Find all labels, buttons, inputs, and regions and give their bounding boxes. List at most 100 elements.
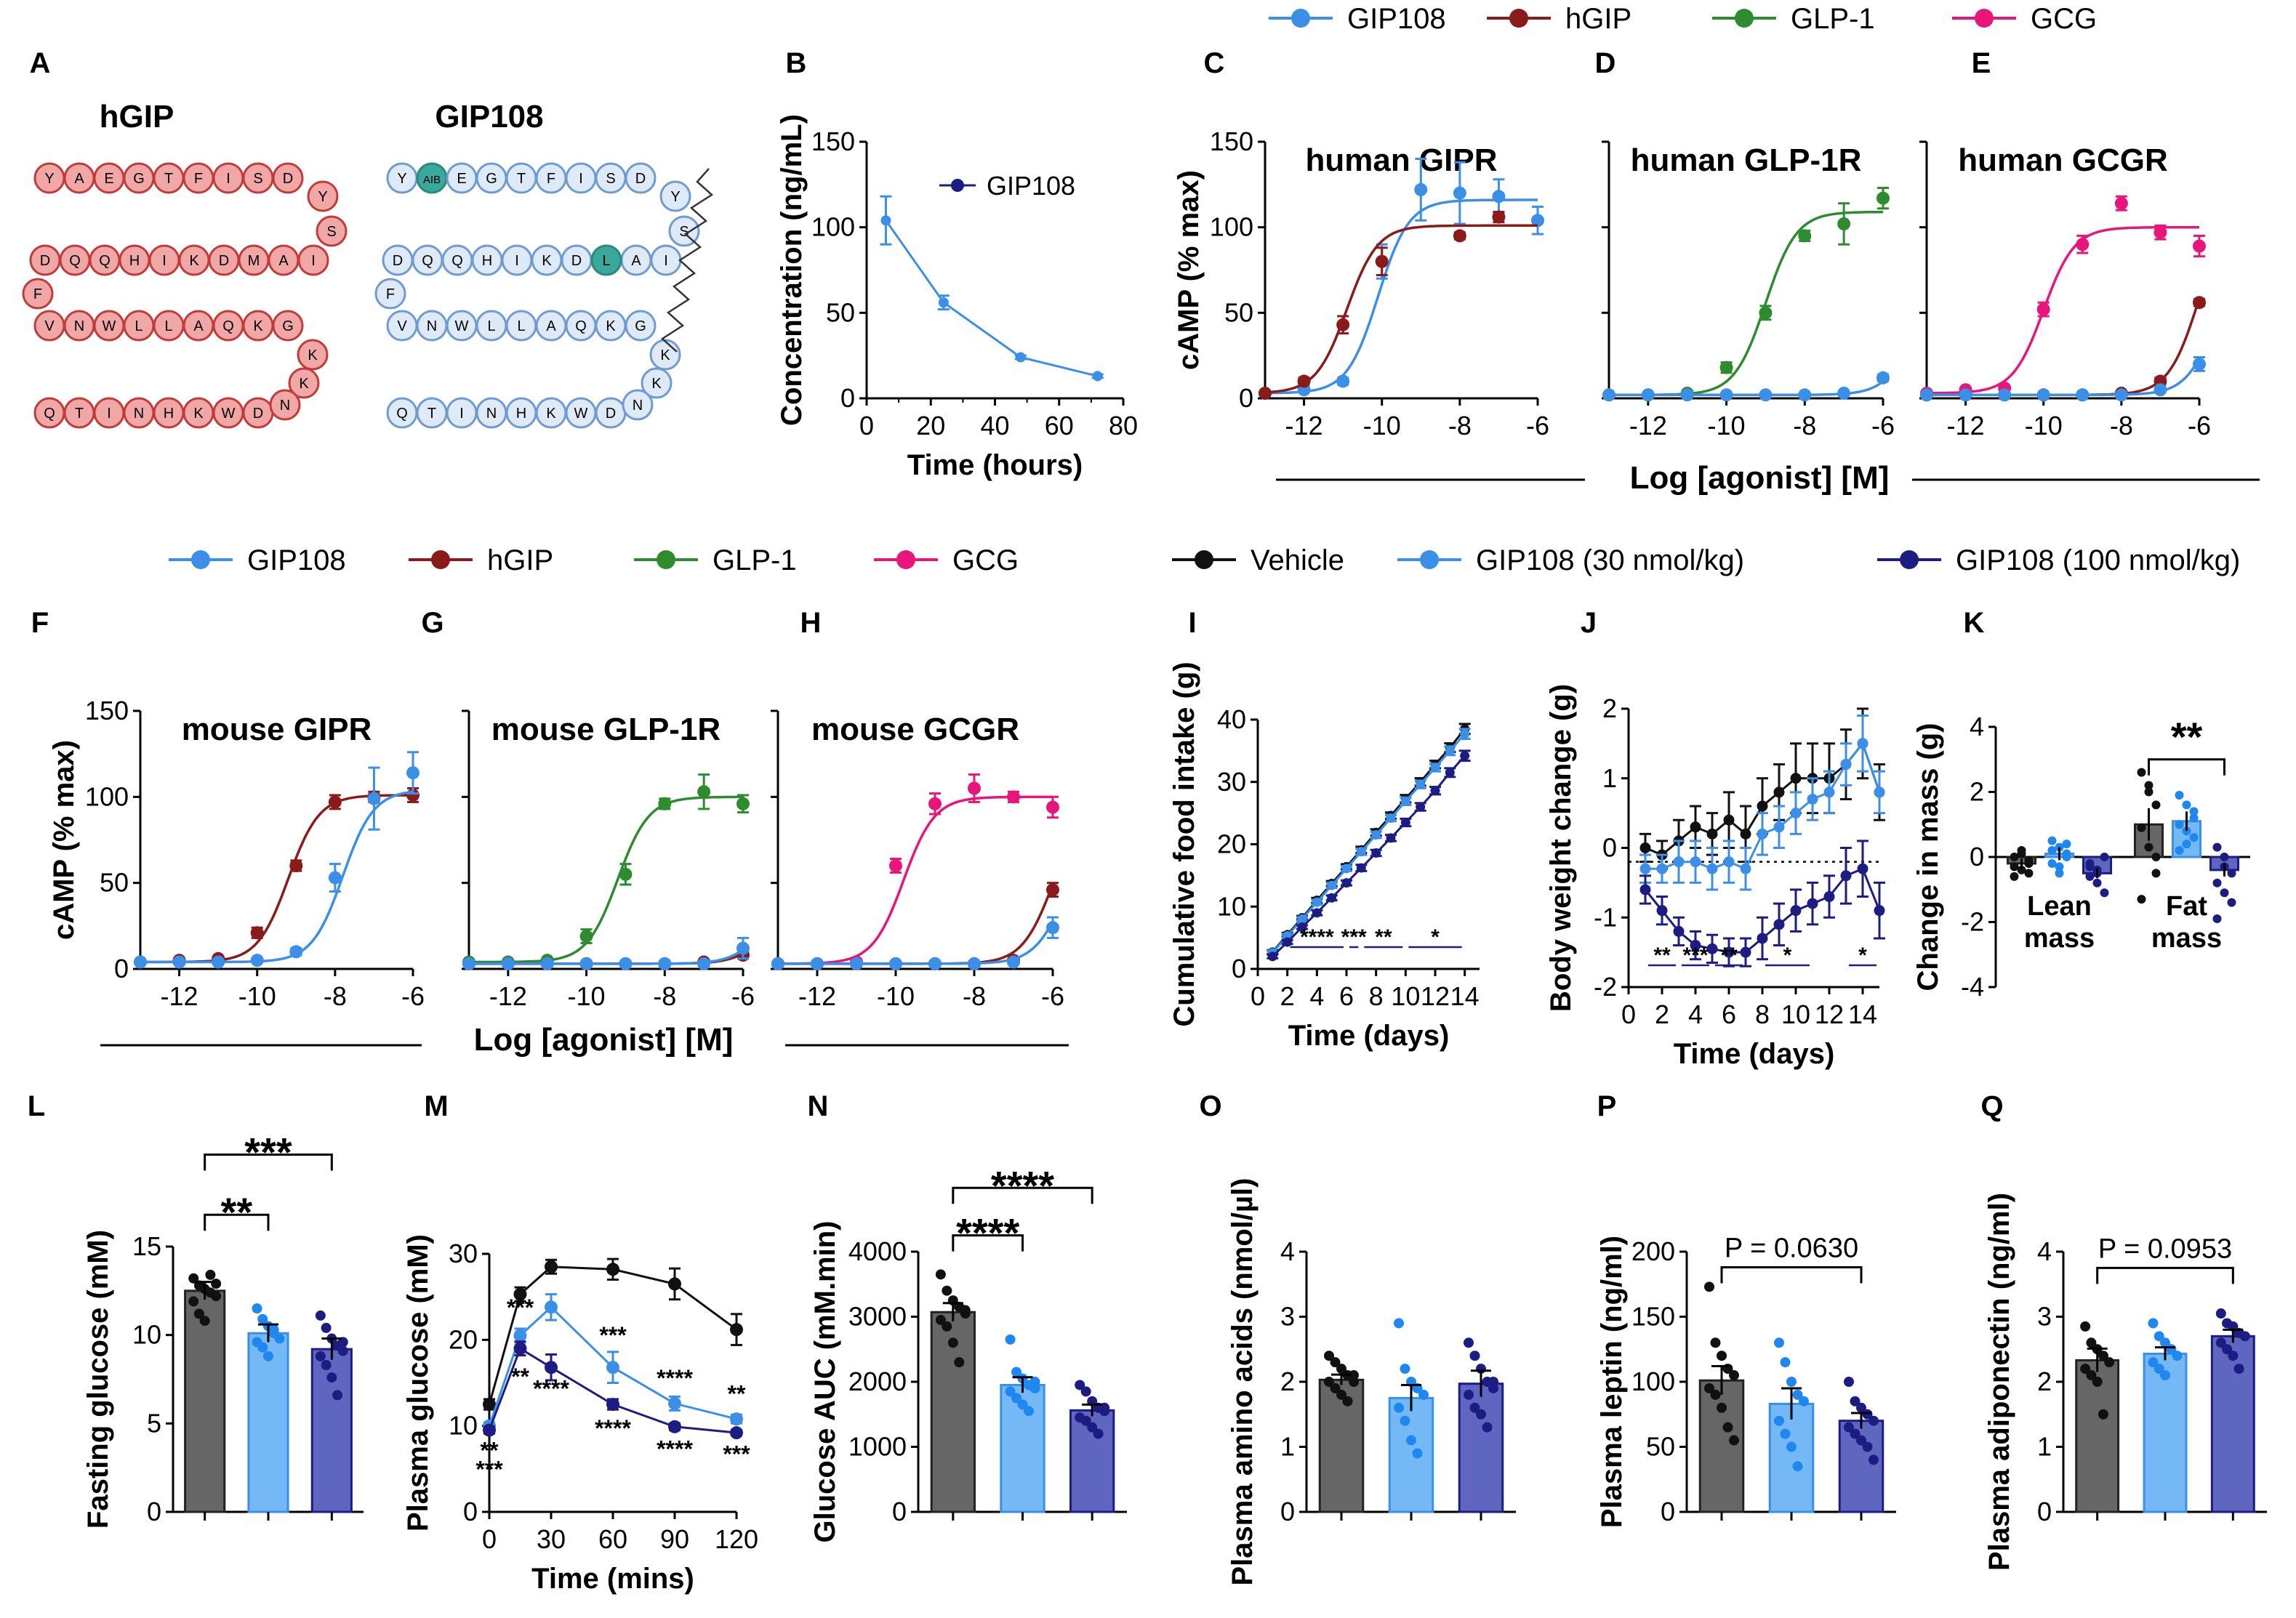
- data-point: [1710, 1337, 1721, 1348]
- y-tick-label: 4000: [848, 1236, 907, 1266]
- bar: [1458, 1382, 1504, 1513]
- panel-F: 0 50 100 150 -12 -10 -8 -6 mouse GIPR cAMP (% max…: [48, 696, 425, 1011]
- data-point: [2017, 849, 2026, 858]
- data-point: [579, 930, 593, 943]
- x-tick-label: -8: [324, 981, 347, 1011]
- residue-label: N: [633, 398, 643, 414]
- data-point: [1823, 786, 1835, 798]
- data-point: [1740, 946, 1751, 958]
- data-point: [462, 957, 475, 970]
- residue-label: K: [606, 318, 616, 334]
- residue: [316, 215, 348, 247]
- data-point: [1786, 1441, 1797, 1452]
- data-point: [889, 859, 902, 872]
- legend-marker: [1420, 550, 1439, 569]
- data-point: [1856, 1402, 1866, 1413]
- data-point: [1790, 773, 1802, 784]
- panel-letter: G: [421, 607, 443, 639]
- residue: [297, 339, 329, 371]
- data-point: [1400, 1415, 1410, 1426]
- data-point: [205, 1269, 216, 1280]
- residue-label: V: [397, 318, 407, 334]
- residue-label: Q: [44, 406, 55, 422]
- residue-label: K: [542, 253, 552, 269]
- panel-title: mouse GIPR: [182, 712, 372, 747]
- y-tick-label: 100: [811, 212, 855, 242]
- data-point: [1786, 1377, 1797, 1387]
- legend-label: GIP108: [987, 171, 1075, 201]
- data-point: [1656, 905, 1668, 917]
- panel-letter: O: [1199, 1090, 1221, 1122]
- residue-label: N: [486, 406, 497, 422]
- residue-label: F: [547, 171, 555, 187]
- data-point: [1843, 1422, 1854, 1433]
- data-point: [954, 1357, 965, 1368]
- data-point: [1023, 1406, 1034, 1417]
- data-point: [2193, 296, 2206, 310]
- panel-letter: E: [1972, 47, 1991, 79]
- data-point: [1418, 1389, 1429, 1400]
- fit-curve: [1264, 198, 1538, 395]
- residue-label: G: [486, 171, 497, 187]
- y-tick-label: 15: [132, 1231, 161, 1261]
- data-point: [658, 797, 672, 810]
- fit-curve: [778, 884, 1054, 965]
- residue: [269, 389, 301, 421]
- sig-label: ****: [1300, 925, 1334, 949]
- data-point: [736, 797, 750, 810]
- data-point: [2228, 1351, 2239, 1361]
- data-point: [2153, 1331, 2164, 1342]
- residue-label: I: [107, 406, 111, 422]
- data-point: [2100, 888, 2109, 898]
- data-point: [274, 1333, 285, 1344]
- data-point: [1656, 863, 1668, 874]
- data-point: [730, 1412, 743, 1426]
- sig-star-30: **: [481, 1438, 499, 1464]
- residue-label: Q: [69, 253, 81, 269]
- x-tick-label: -12: [489, 981, 527, 1011]
- data-point: [1297, 374, 1311, 388]
- residue-label: S: [326, 224, 336, 240]
- data-point: [2172, 1351, 2183, 1361]
- sig-star-100: ****: [533, 1375, 569, 1401]
- gip108-modified-residue: L: [590, 244, 622, 276]
- legend-top: GIP108 hGIP GLP-1 GCG: [1269, 3, 2097, 35]
- residue-label: K: [193, 406, 204, 422]
- y-tick-label: 20: [1217, 829, 1246, 859]
- residue-label: W: [222, 406, 236, 422]
- data-point: [1015, 352, 1026, 363]
- data-point: [2010, 862, 2019, 872]
- lipid-chain: [660, 168, 714, 353]
- data-point: [1416, 802, 1426, 812]
- y-axis-label: Change in mass (g): [1912, 723, 1944, 991]
- residue-label: D: [393, 253, 403, 269]
- data-point: [501, 957, 515, 970]
- data-point: [1857, 863, 1868, 874]
- data-point: [1046, 921, 1059, 935]
- residue-label: H: [482, 253, 492, 269]
- residue-label: Y: [670, 189, 680, 205]
- data-point: [2175, 820, 2184, 829]
- x-tick-label: -8: [1448, 411, 1472, 440]
- x-tick-label: 60: [1045, 411, 1074, 440]
- x-tick-label: 6: [1722, 999, 1736, 1029]
- sig-label: **: [2171, 714, 2203, 760]
- sig-label: ****: [956, 1210, 1019, 1256]
- data-point: [1807, 898, 1818, 909]
- data-point: [2092, 1377, 2103, 1387]
- sig-bracket: [204, 1153, 333, 1171]
- y-tick-label: 1: [2037, 1432, 2052, 1462]
- residue-label: I: [226, 171, 230, 187]
- data-point: [2080, 1364, 2091, 1375]
- residue-label: D: [606, 406, 616, 422]
- x-tick-label: -6: [1041, 981, 1064, 1011]
- y-tick-label: 1: [1280, 1432, 1295, 1462]
- data-point: [1807, 793, 1818, 805]
- y-tick-label: 50: [100, 868, 129, 898]
- data-point: [811, 957, 824, 970]
- data-point: [1453, 229, 1466, 243]
- y-tick-label: 0: [147, 1497, 161, 1526]
- residue-label: E: [104, 171, 113, 187]
- bar: [1838, 1420, 1884, 1513]
- data-point: [1482, 1422, 1493, 1433]
